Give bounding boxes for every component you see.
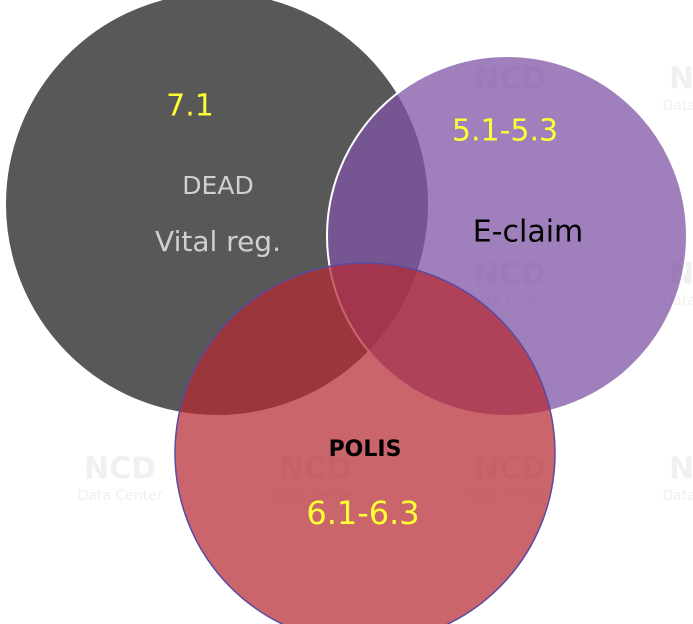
set-label: POLIS [329, 437, 402, 462]
set-sublabel: Vital reg. [155, 225, 281, 258]
watermark-subtitle: Data Center [78, 488, 163, 504]
polis-circle [174, 262, 556, 624]
watermark-subtitle: Data Center [663, 488, 693, 504]
set-code: 5.1-5.3 [452, 114, 558, 149]
watermark-title: NCD [669, 452, 693, 487]
set-label: DEAD [182, 171, 253, 200]
watermark-title: NCD [84, 452, 156, 487]
set-label: E-claim [473, 215, 584, 250]
watermark-title: NCD [669, 62, 693, 97]
watermark-subtitle: Data Center [663, 98, 693, 114]
set-code: 6.1-6.3 [306, 494, 419, 532]
set-code: 7.1 [166, 89, 214, 124]
